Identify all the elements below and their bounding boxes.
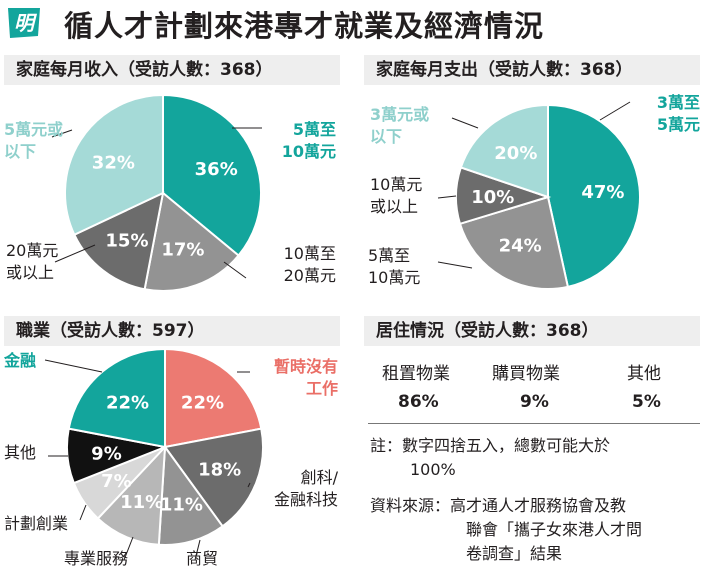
occupation-value-label-1: 18% <box>198 460 241 481</box>
income-value-label-2: 15% <box>105 230 148 251</box>
occupation-slice-6 <box>67 347 166 449</box>
occupation-value-label-3: 11% <box>120 492 163 513</box>
income-leader-line-1 <box>223 261 247 279</box>
occupation-leader-line-1 <box>247 482 251 488</box>
income-leader-line-3 <box>51 129 73 138</box>
income-value-label-3: 32% <box>92 152 135 173</box>
occupation-value-label-5: 9% <box>91 444 122 465</box>
residence-col-rent: 租置物業 <box>382 364 450 384</box>
occupation-value-label-4: 7% <box>101 471 132 492</box>
occupation-leader-line-6 <box>44 359 103 373</box>
divider <box>368 423 700 424</box>
page-title: 循人才計劃來港專才就業及經濟情況 <box>64 9 545 43</box>
occupation-label-trade: 商貿 <box>186 549 219 568</box>
occupation-label-tech: 創科/金融科技 <box>273 468 338 509</box>
occupation-label-unemployed: 暫時沒有 工作 <box>273 357 338 398</box>
occupation-value-label-0: 22% <box>181 393 224 414</box>
residence-col-other: 其他 <box>627 364 661 384</box>
residence-val-rent: 86% <box>398 392 439 412</box>
occupation-label-finance: 金融 <box>4 351 37 370</box>
expense-leader-line-2 <box>437 195 457 199</box>
income-value-label-1: 17% <box>161 239 204 260</box>
expense-leader-line-3 <box>451 117 479 129</box>
income-label-under-5: 5萬元或 以下 <box>4 120 64 161</box>
expense-label-3-5: 3萬至 5萬元 <box>656 93 700 134</box>
expense-panel-title: 家庭每月支出（受訪人數：368） <box>364 55 700 85</box>
residence-val-other: 5% <box>632 392 661 412</box>
income-leader-line-2 <box>54 244 96 263</box>
occupation-pie: 22%18%11%11%7%9%22% <box>44 347 264 561</box>
residence-panel-title: 居住情況（受訪人數：368） <box>364 316 700 346</box>
residence-val-buy: 9% <box>520 392 549 412</box>
expense-label-5-10: 5萬至 10萬元 <box>368 246 421 287</box>
occupation-slice-1 <box>163 427 264 528</box>
expense-slice-1 <box>458 195 570 290</box>
residence-col-buy: 購買物業 <box>492 364 560 384</box>
occupation-leader-line-2 <box>194 539 201 561</box>
income-value-label-0: 36% <box>195 159 238 180</box>
footnote: 註：數字四捨五入，總數可能大於 100% <box>370 436 611 479</box>
ming-pao-logo: 明 <box>8 8 40 38</box>
occupation-panel-title: 職業（受訪人數：597） <box>4 316 340 346</box>
income-slice-3 <box>64 93 164 237</box>
occupation-slice-3 <box>96 444 167 546</box>
occupation-slice-2 <box>157 444 225 546</box>
occupation-value-label-6: 22% <box>106 393 149 414</box>
expense-slice-3 <box>459 103 549 199</box>
expense-pie: 47% 24% 10% 20% <box>437 101 641 290</box>
expense-label-under-3: 3萬元或 以下 <box>370 105 430 146</box>
income-slice-1 <box>143 191 240 292</box>
expense-value-label-1: 24% <box>499 236 542 257</box>
expense-leader-line-0 <box>599 101 631 121</box>
occupation-leader-line-4 <box>79 504 87 521</box>
income-label-20-plus: 20萬元 或以上 <box>6 241 59 282</box>
occupation-slice-0 <box>164 347 263 449</box>
occupation-label-startup: 計劃創業 <box>4 514 69 533</box>
income-slice-2 <box>72 191 165 291</box>
expense-value-label-3: 20% <box>494 143 537 164</box>
income-pie: 36% 17% 15% 32% <box>51 93 262 292</box>
income-panel-title: 家庭每月收入（受訪人數：368） <box>4 55 340 85</box>
expense-label-10-plus: 10萬元 或以上 <box>370 175 423 216</box>
income-label-10-20: 10萬至 20萬元 <box>283 244 336 285</box>
occupation-label-others: 其他 <box>4 443 37 462</box>
source-note: 資料來源：高才通人才服務協會及教 聯會「攜子女來港人才問 卷調查」結果 <box>370 496 643 563</box>
expense-value-label-0: 47% <box>581 182 624 203</box>
income-label-5-10: 5萬至 10萬元 <box>281 120 336 161</box>
occupation-leader-line-3 <box>123 536 134 561</box>
occupation-value-label-2: 11% <box>160 494 203 515</box>
expense-value-label-2: 10% <box>471 187 514 208</box>
expense-leader-line-1 <box>437 261 473 269</box>
expense-slice-0 <box>547 103 641 289</box>
income-slice-0 <box>162 93 262 257</box>
occupation-label-professional: 專業服務 <box>64 549 129 568</box>
